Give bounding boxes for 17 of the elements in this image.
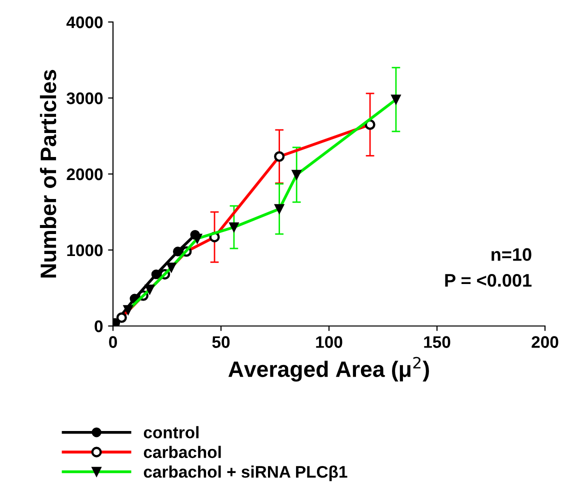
x-tick-label: 150 xyxy=(424,336,450,348)
y-tick-label: 1000 xyxy=(67,244,103,256)
y-tick-label: 4000 xyxy=(66,16,103,28)
x-tick-label: 100 xyxy=(316,336,342,348)
y-tick-label: 0 xyxy=(94,320,103,332)
annotation: P = <0.001 xyxy=(445,274,532,287)
y-axis-title: Number of Particles xyxy=(40,70,56,278)
annotation: n=10 xyxy=(492,248,532,261)
x-tick-label: 0 xyxy=(109,336,117,348)
x-tick-label: 50 xyxy=(212,336,230,348)
x-tick-label: 200 xyxy=(532,336,558,348)
legend-label: control xyxy=(144,426,198,438)
y-tick-label: 2000 xyxy=(66,168,103,180)
y-tick-label: 3000 xyxy=(66,92,103,104)
x-axis-title: Averaged Area (μ$^{2}$) xyxy=(228,356,429,382)
legend-label: carbachol xyxy=(144,446,221,458)
legend-label: carbachol + siRNA PLCβ1 xyxy=(144,466,348,482)
